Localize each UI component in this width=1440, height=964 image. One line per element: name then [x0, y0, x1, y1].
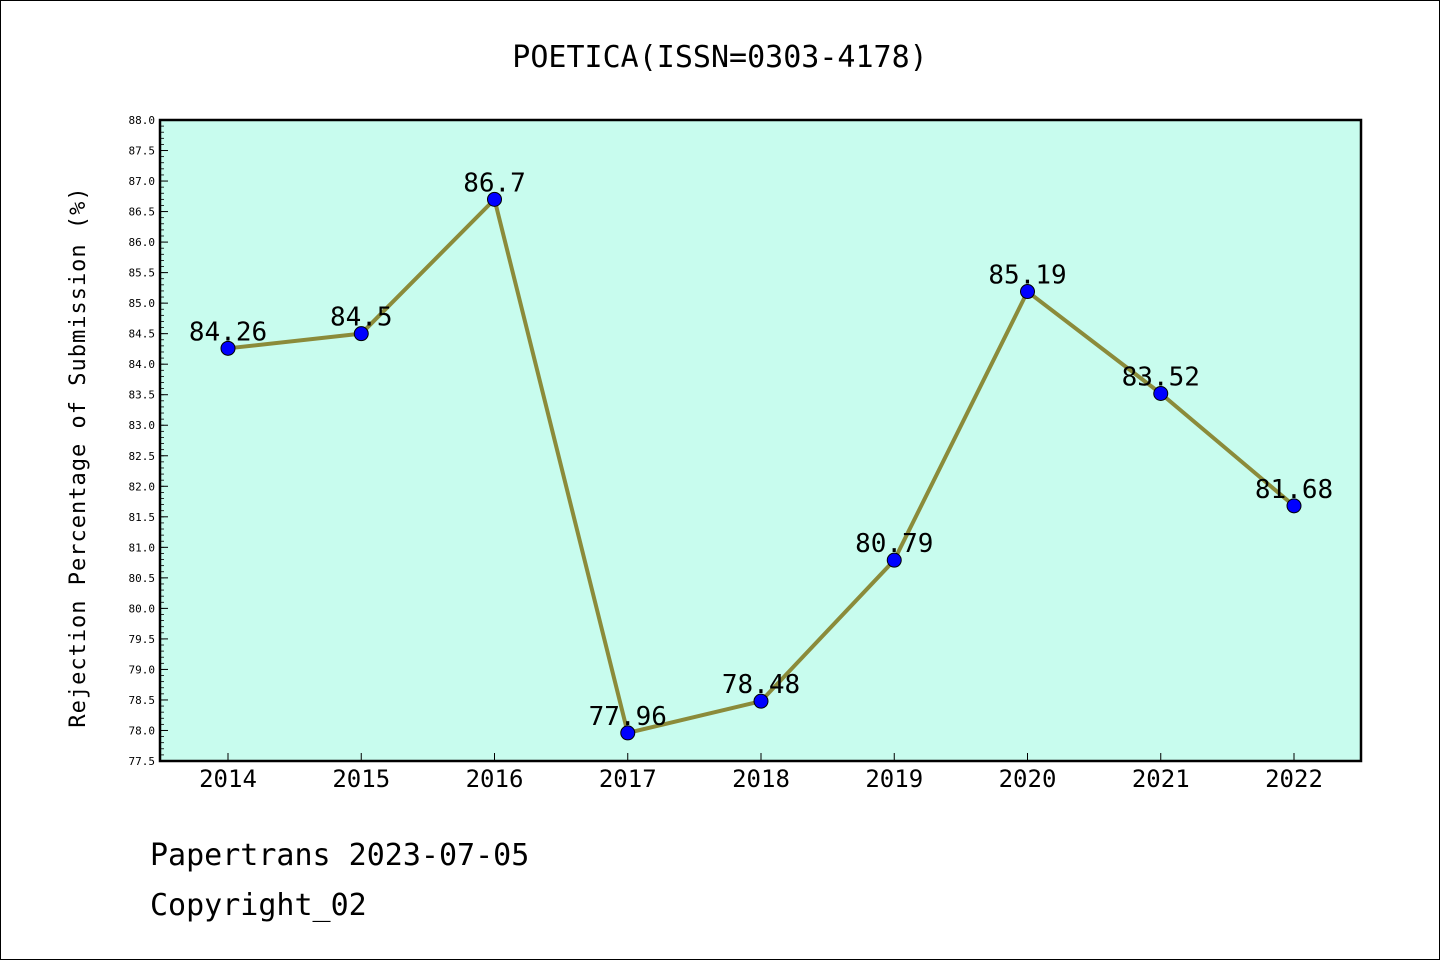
- y-tick-label: 80.0: [129, 602, 156, 615]
- data-point-2017: [620, 725, 636, 741]
- y-tick-label: 81.0: [129, 541, 156, 554]
- data-point-2020: [1020, 284, 1035, 300]
- data-point-2022: [1286, 498, 1302, 514]
- data-label-2019: 80.79: [855, 529, 933, 559]
- data-label-2015: 84.5: [330, 303, 393, 333]
- y-tick-label: 81.5: [129, 511, 156, 524]
- y-tick-label: 83.0: [129, 419, 156, 432]
- y-tick-label: 78.5: [129, 694, 156, 707]
- x-tick-label: 2014: [199, 765, 257, 793]
- data-label-2022: 81.68: [1255, 475, 1333, 505]
- marker-group: [220, 191, 1302, 741]
- x-tick-label: 2017: [599, 765, 657, 793]
- y-tick-label: 78.0: [129, 724, 156, 737]
- y-axis: 77.5 78.0 78.5 79.0 79.5 80.0 80.5 81.0 81.5 82.0…: [129, 114, 168, 768]
- y-tick-label: 79.5: [129, 633, 156, 646]
- x-tick-label: 2016: [466, 765, 524, 793]
- data-label-group: 84.26 84.5 86.7 77.96 78.48 80.79 85.19 83.52 81…: [189, 168, 1333, 732]
- data-label-2014: 84.26: [189, 317, 267, 347]
- x-tick-label: 2018: [732, 765, 790, 793]
- x-tick-label: 2021: [1132, 765, 1190, 793]
- x-tick-label: 2015: [332, 765, 390, 793]
- data-point-2014: [220, 340, 236, 356]
- x-tick-label: 2020: [999, 765, 1057, 793]
- y-tick-label: 80.5: [129, 572, 156, 585]
- y-tick-label: 85.5: [129, 267, 156, 280]
- y-axis-label: Rejection Percentage of Submission (%): [66, 186, 91, 727]
- data-label-2020: 85.19: [988, 261, 1066, 291]
- y-tick-label: 84.5: [129, 328, 156, 341]
- y-tick-label: 86.0: [129, 236, 156, 249]
- y-tick-label: 88.0: [129, 114, 156, 127]
- data-point-2018: [753, 693, 769, 709]
- data-point-2015: [353, 326, 369, 342]
- x-axis: 2014 2015 2016 2017 2018 2019 2020 2021 2022: [199, 753, 1323, 793]
- y-tick-label: 87.5: [129, 145, 156, 158]
- y-tick-label: 82.5: [129, 450, 156, 463]
- y-tick-label: 83.5: [129, 389, 156, 402]
- x-tick-label: 2022: [1265, 765, 1323, 793]
- data-label-2018: 78.48: [722, 670, 800, 700]
- y-tick-label: 84.0: [129, 358, 156, 371]
- y-tick-label: 85.0: [129, 297, 156, 310]
- data-point-2019: [886, 552, 902, 568]
- data-point-2021: [1153, 385, 1169, 401]
- data-label-2021: 83.52: [1122, 362, 1200, 392]
- data-label-2016: 86.7: [463, 168, 526, 198]
- data-label-2017: 77.96: [589, 702, 667, 732]
- y-tick-label: 86.5: [129, 206, 156, 219]
- plot-area: [158, 118, 1363, 763]
- footer-date: Papertrans 2023-07-05: [150, 838, 529, 873]
- y-tick-label: 87.0: [129, 175, 156, 188]
- data-point-2016: [487, 191, 502, 207]
- y-tick-label: 77.5: [129, 755, 156, 768]
- x-tick-label: 2019: [865, 765, 923, 793]
- y-tick-label: 82.0: [129, 480, 156, 493]
- footer-copyright: Copyright_02: [150, 888, 367, 923]
- chart-title: POETICA(ISSN=0303-4178): [512, 40, 927, 75]
- y-tick-label: 79.0: [129, 663, 156, 676]
